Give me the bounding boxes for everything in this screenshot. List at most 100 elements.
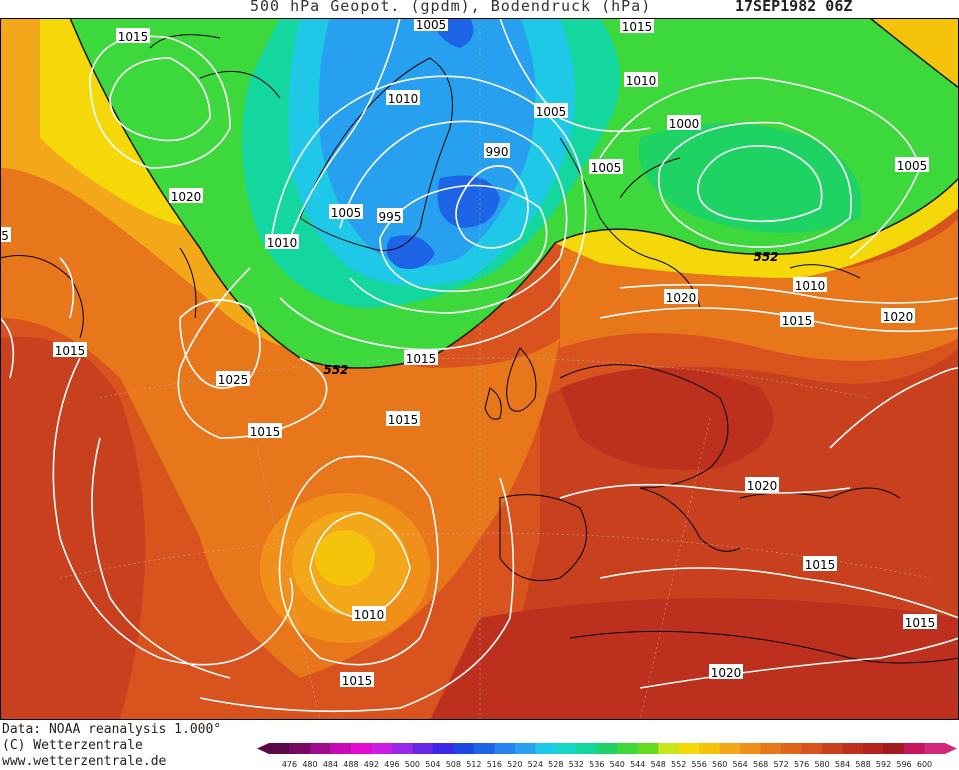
isobar-label: 1025 [216,371,250,387]
svg-text:1020: 1020 [883,310,914,324]
isobar-label: 1015 [803,556,837,572]
isobar-label: 1020 [881,308,915,324]
svg-text:1020: 1020 [711,666,742,680]
svg-text:1015: 1015 [388,413,419,427]
colorbar-swatch [842,743,864,754]
colorbar-swatch [699,743,721,754]
colorbar-swatch [412,743,434,754]
colorbar-tick: 576 [794,760,809,769]
colorbar-tick: 504 [425,760,440,769]
colorbar-tick: 588 [855,760,870,769]
colorbar-tick: 556 [692,760,707,769]
colorbar-swatch [269,743,290,754]
svg-text:1015: 1015 [622,20,653,34]
colorbar-tick: 480 [302,760,317,769]
isobar-label: 1015 [404,350,438,366]
isobar-label: 995 [377,208,403,224]
isobar-label: 1010 [793,277,827,293]
svg-text:1005: 1005 [536,105,567,119]
colorbar-tick: 540 [610,760,625,769]
fill-blue-low-a [437,175,500,228]
isobar-label: 1005 [534,103,568,119]
colorbar-tick: 568 [753,760,768,769]
svg-text:1010: 1010 [388,92,419,106]
svg-text:1015: 1015 [55,344,86,358]
colorbar-tick: 524 [528,760,543,769]
colorbar-swatch [391,743,413,754]
colorbar-swatch [719,743,741,754]
colorbar-swatch [494,743,516,754]
colorbar-swatch [473,743,495,754]
fill-blue-low-b [386,235,435,269]
isobar-label: 1015 [903,614,937,630]
svg-text:1020: 1020 [171,190,202,204]
isobar-label: 1015 [340,672,374,688]
svg-text:1010: 1010 [626,74,657,88]
colorbar-swatch [658,743,680,754]
colorbar-tick: 532 [569,760,584,769]
svg-text:990: 990 [486,145,509,159]
isobar-label: 1010 [265,234,299,250]
colorbar-tick: 536 [589,760,604,769]
colorbar-swatch [350,743,372,754]
isobar-label: 1000 [667,115,701,131]
colorbar-tick: 572 [773,760,788,769]
colorbar-swatch [514,743,536,754]
colorbar-swatch [883,743,905,754]
coastlines [0,34,959,664]
isobar-label: 5 [0,227,11,243]
colorbar-tick: 592 [876,760,891,769]
isobar-label: 1010 [624,72,658,88]
isobar-label: 990 [484,143,510,159]
colorbar-tick: 528 [548,760,563,769]
colorbar-tick: 564 [733,760,748,769]
isobar-label: 1020 [664,289,698,305]
colorbar-tick: 476 [282,760,297,769]
header: 500 hPa Geopot. (gpdm), Bodendruck (hPa)… [0,0,959,18]
isobar-label: 1005 [589,159,623,175]
colorbar-swatch [596,743,618,754]
contour-552 [69,18,959,369]
svg-text:552: 552 [753,250,778,264]
colorbar-swatch [309,743,331,754]
svg-text:1005: 1005 [331,206,362,220]
colorbar-swatch [863,743,885,754]
colorbar-tick: 548 [651,760,666,769]
map-datetime: 17SEP1982 06Z [735,0,853,15]
isobar-label: 1010 [352,606,386,622]
website-link[interactable]: www.wetterzentrale.de [2,754,167,769]
svg-text:1015: 1015 [905,616,936,630]
isobar-label: 1015 [53,342,87,358]
colorbar: 476 480 484 488 492 496 500 504 508 512 516 520 524 5… [257,743,957,769]
isobar-label: 1015 [248,423,282,439]
colorbar-swatch [637,743,659,754]
colorbar-tick: 492 [364,760,379,769]
colorbar-arrow-right [945,743,957,754]
svg-text:1005: 1005 [591,161,622,175]
colorbar-swatch [740,743,762,754]
isobar-label: 1020 [745,477,779,493]
data-source: Data: NOAA reanalysis 1.000° [2,722,222,737]
svg-text:1015: 1015 [406,352,437,366]
contour-552-ne [869,18,959,89]
colorbar-swatch [617,743,639,754]
fill-deep-red-south [430,598,959,720]
colorbar-swatch [781,743,803,754]
colorbar-swatch [678,743,700,754]
svg-text:552: 552 [323,363,348,377]
colorbar-tick: 520 [507,760,522,769]
map-title: 500 hPa Geopot. (gpdm), Bodendruck (hPa) [250,0,652,15]
isobar-labels: 1015 1005 1015 1010 1010 1005 990 1000 1… [0,18,937,688]
colorbar-swatch [432,743,454,754]
svg-text:1015: 1015 [250,425,281,439]
colorbar-swatch [924,743,946,754]
svg-text:1015: 1015 [805,558,836,572]
svg-text:1005: 1005 [897,159,928,173]
colorbar-swatch [555,743,577,754]
colorbar-swatch [822,743,844,754]
isobar-label: 1010 [386,90,420,106]
fill-deep-red-center [560,368,774,470]
geopotential-label: 552 [323,363,348,377]
fill-teal-east [638,123,862,233]
fill-yellow-east [555,178,959,278]
